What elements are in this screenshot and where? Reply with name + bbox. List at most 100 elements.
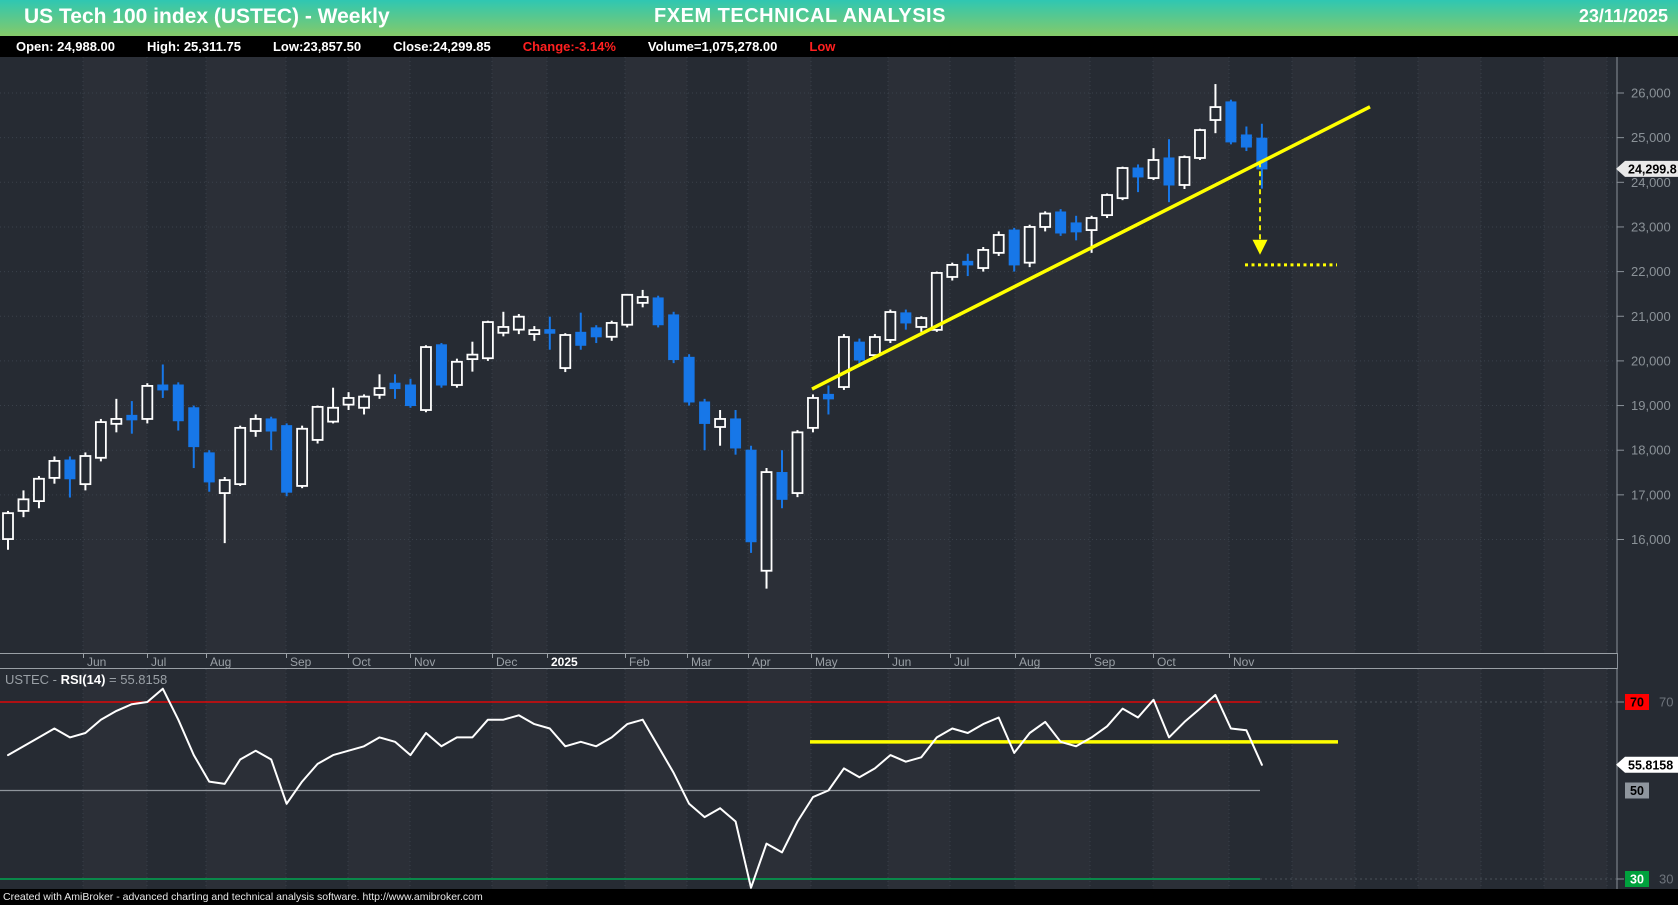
candle-up	[1023, 226, 1036, 264]
candle-up	[1039, 212, 1052, 228]
candle-down	[668, 314, 680, 361]
candle-down	[188, 407, 200, 448]
footer-bar: Created with AmiBroker - advanced charti…	[0, 889, 1678, 905]
candle-up	[868, 336, 881, 356]
candle-up	[884, 311, 897, 341]
trendline[interactable]	[811, 105, 1371, 391]
time-axis[interactable]: Jun Jul Aug Sep Oct Nov Dec 2025 Feb Mar Apr May Jun…	[0, 653, 1618, 669]
candle-down	[652, 297, 664, 326]
candle-up	[141, 385, 154, 420]
candle-down	[172, 384, 184, 422]
candle-down	[435, 344, 447, 386]
amibroker-credit: Created with AmiBroker - advanced charti…	[3, 891, 483, 903]
rsi-70-label: 70	[1659, 695, 1673, 710]
candle-up	[420, 346, 432, 411]
candle-up	[1209, 106, 1222, 121]
candle-up	[234, 426, 247, 486]
candle-up	[110, 418, 123, 425]
svg-text:55.8158: 55.8158	[1628, 758, 1673, 772]
svg-text:26,000: 26,000	[1631, 86, 1671, 101]
vertical-gridlines	[82, 57, 1608, 653]
candle-down	[1008, 229, 1020, 266]
candle-down	[1225, 101, 1237, 143]
month-label: Sep	[1094, 655, 1116, 669]
month-tick	[147, 654, 148, 658]
candle-down	[900, 312, 912, 324]
month-label: Jun	[892, 655, 912, 669]
month-label: Oct	[352, 655, 371, 669]
candle-down	[1163, 157, 1175, 186]
candle-up	[946, 264, 959, 278]
candle-down	[853, 341, 865, 361]
svg-text:19,000: 19,000	[1631, 398, 1671, 413]
svg-text:16,000: 16,000	[1631, 532, 1671, 547]
svg-text:23,000: 23,000	[1631, 219, 1671, 234]
month-label: Jun	[87, 655, 107, 669]
candle-down	[404, 384, 416, 407]
svg-text:24,299.8: 24,299.8	[1628, 162, 1677, 176]
chart-title: US Tech 100 index (USTEC) - Weekly	[24, 5, 390, 28]
axis-line-segment	[1617, 653, 1618, 669]
month-tick	[1090, 654, 1091, 658]
svg-text:20,000: 20,000	[1631, 353, 1671, 368]
candle-up	[451, 360, 463, 386]
price-chart[interactable]: 26,000 25,000 24,000 23,000 22,000 21,000 20,0…	[0, 57, 1678, 653]
rsi-50-badge: 50	[1625, 782, 1649, 799]
month-tick	[83, 654, 84, 658]
month-tick	[286, 654, 287, 658]
open-value: Open: 24,988.00	[16, 39, 115, 54]
svg-text:25,000: 25,000	[1631, 130, 1671, 145]
low-value: Low:23,857.50	[272, 39, 362, 54]
candle-up	[621, 293, 634, 326]
candle-up	[838, 336, 850, 388]
candle-up	[218, 479, 231, 494]
month-tick	[492, 654, 493, 658]
candle-up	[977, 249, 990, 269]
candlestick-series[interactable]	[2, 84, 1268, 589]
high-value: High: 25,311.75	[147, 39, 241, 54]
candle-up	[327, 406, 339, 423]
close-value: Close:24,299.85	[393, 39, 491, 54]
candle-down	[730, 418, 742, 449]
candle-up	[48, 460, 61, 479]
candle-up	[1178, 156, 1191, 186]
rsi-indicator-name: RSI(14)	[60, 672, 106, 687]
month-label: Nov	[414, 655, 436, 669]
candle-down	[64, 459, 76, 480]
month-tick	[811, 654, 812, 658]
candle-up	[992, 234, 1005, 254]
candle-down	[683, 356, 695, 403]
candle-down	[699, 401, 711, 424]
month-label: Mar	[691, 655, 712, 669]
candle-up	[1194, 129, 1206, 159]
candle-down	[1132, 167, 1144, 178]
rsi-panel[interactable]: 70 50 30 70 30 55.8158	[0, 669, 1678, 889]
month-label: 2025	[551, 655, 578, 669]
candle-up	[373, 387, 386, 396]
candle-down	[1055, 211, 1067, 234]
candle-up	[760, 471, 773, 572]
candle-up	[915, 317, 928, 328]
rsi-30-label: 30	[1659, 872, 1673, 887]
candle-down	[1256, 137, 1268, 170]
brand-title: FXEM TECHNICAL ANALYSIS	[654, 5, 946, 27]
candle-down	[590, 327, 602, 338]
vertical-gridlines	[82, 669, 1608, 889]
month-label: Jul	[151, 655, 167, 669]
rsi-line	[7, 687, 1263, 889]
candle-up	[358, 395, 370, 409]
arrow-down-icon	[1252, 239, 1268, 255]
month-tick	[950, 654, 951, 658]
month-tick	[410, 654, 411, 658]
candle-up	[636, 296, 649, 304]
projection-arrow[interactable]	[1252, 162, 1268, 255]
candle-up	[17, 498, 30, 512]
candle-up	[1116, 167, 1129, 200]
rsi-70-badge: 70	[1625, 694, 1649, 710]
month-tick	[348, 654, 349, 658]
change-value: Change:-3.14%	[522, 39, 616, 54]
svg-text:18,000: 18,000	[1631, 443, 1671, 458]
header-bar: US Tech 100 index (USTEC) - Weekly FXEM …	[0, 0, 1678, 36]
current-price-badge: 24,299.8	[1616, 160, 1678, 177]
